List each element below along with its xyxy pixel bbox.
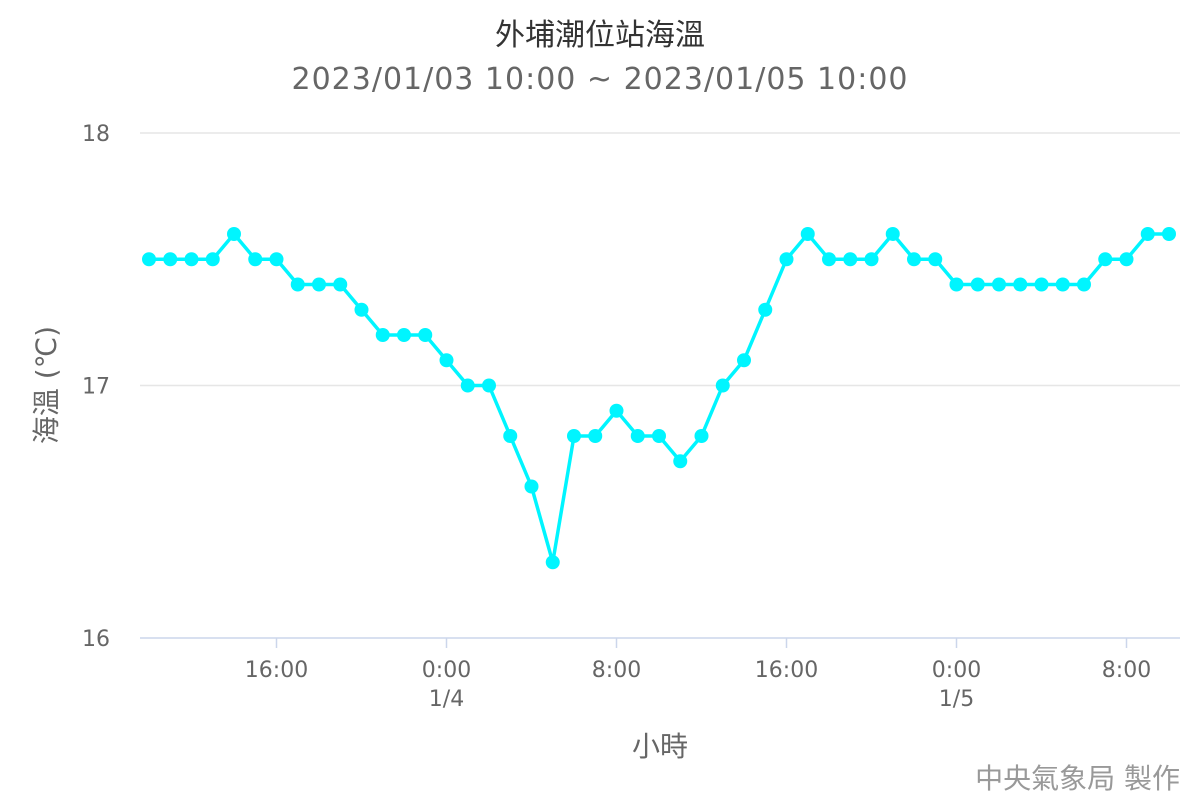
data-point xyxy=(800,227,815,241)
data-point xyxy=(1119,252,1134,267)
data-point xyxy=(779,252,794,267)
y-tick-label: 16 xyxy=(82,627,110,652)
x-tick-sublabel: 1/4 xyxy=(429,687,464,712)
data-point xyxy=(1140,227,1155,241)
chart-subtitle: 2023/01/03 10:00 ~ 2023/01/05 10:00 xyxy=(291,62,909,97)
data-point xyxy=(482,378,496,393)
x-tick-label: 16:00 xyxy=(245,658,308,683)
x-tick-label: 8:00 xyxy=(592,658,641,683)
data-point xyxy=(843,252,858,267)
data-point xyxy=(949,277,964,292)
data-point xyxy=(1162,227,1176,241)
data-point xyxy=(652,429,666,443)
x-tick-label: 16:00 xyxy=(755,658,818,683)
data-point xyxy=(439,353,454,368)
y-tick-label: 17 xyxy=(82,375,110,400)
data-point xyxy=(1034,277,1049,292)
data-point xyxy=(248,252,263,267)
data-point xyxy=(545,555,560,570)
data-point xyxy=(1013,277,1028,292)
data-point xyxy=(1077,277,1091,292)
data-point xyxy=(970,277,985,292)
data-point xyxy=(567,429,581,443)
data-point xyxy=(673,454,688,469)
data-point xyxy=(375,328,390,342)
data-point xyxy=(354,302,369,317)
data-point xyxy=(290,277,305,292)
x-tick-label: 0:00 xyxy=(932,658,981,683)
data-point xyxy=(503,429,518,443)
data-point xyxy=(588,429,603,443)
y-tick-label: 18 xyxy=(82,122,110,147)
data-point xyxy=(1098,252,1113,267)
data-point xyxy=(715,378,730,393)
data-point xyxy=(694,429,709,443)
data-point xyxy=(163,252,178,267)
data-point xyxy=(397,328,411,342)
data-point xyxy=(737,353,751,368)
x-tick-sublabel: 1/5 xyxy=(939,687,974,712)
data-point xyxy=(269,252,284,267)
data-point xyxy=(333,277,348,292)
data-point xyxy=(928,252,943,267)
data-point xyxy=(907,252,921,267)
data-point xyxy=(885,227,900,241)
data-point xyxy=(758,302,773,317)
data-point xyxy=(460,378,475,393)
chart-title: 外埔潮位站海溫 xyxy=(495,18,705,53)
credit-text: 中央氣象局 製作 xyxy=(975,762,1180,795)
data-point xyxy=(205,252,220,267)
data-point xyxy=(822,252,836,267)
data-point xyxy=(312,277,326,292)
x-axis-label: 小時 xyxy=(631,730,688,763)
data-point xyxy=(630,429,645,443)
data-point xyxy=(227,227,241,241)
data-point xyxy=(524,479,539,494)
x-tick-label: 8:00 xyxy=(1102,658,1151,683)
data-point xyxy=(418,328,433,342)
data-point xyxy=(609,403,624,418)
data-point xyxy=(864,252,879,267)
data-point xyxy=(142,252,156,267)
data-point xyxy=(1055,277,1070,292)
x-tick-label: 0:00 xyxy=(422,658,471,683)
data-point xyxy=(184,252,199,267)
data-point xyxy=(992,277,1006,292)
